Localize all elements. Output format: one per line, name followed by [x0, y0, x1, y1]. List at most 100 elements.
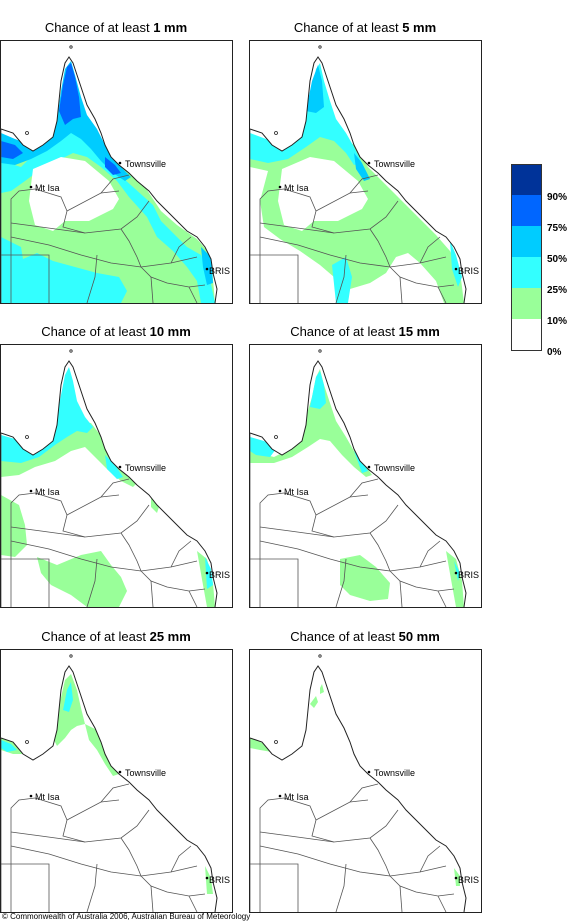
rainfall-probability-fills [1, 367, 215, 607]
rainfall-map: Townsville Mt Isa BRIS [0, 649, 233, 913]
region-border [120, 228, 142, 268]
title-amount: 50 mm [398, 629, 440, 644]
probability-area [306, 65, 324, 113]
region-border [66, 494, 120, 516]
probability-area [454, 561, 460, 581]
island [25, 435, 29, 439]
probability-area [1, 740, 17, 752]
rainfall-map: Townsville Mt Isa BRIS [249, 344, 482, 608]
panel-title: Chance of at least 50 mm [249, 628, 481, 646]
island [69, 654, 73, 658]
title-prefix: Chance of at least [290, 324, 399, 339]
region-border [259, 492, 285, 607]
region-border [188, 895, 198, 912]
panel-title: Chance of at least 25 mm [0, 628, 232, 646]
probability-area [105, 455, 123, 479]
region-border [369, 532, 391, 572]
probability-area [250, 736, 280, 752]
probability-area [310, 696, 318, 708]
region-border [150, 580, 154, 607]
town-marker [367, 465, 371, 469]
region-border [100, 174, 130, 194]
region-border [419, 845, 441, 873]
probability-area [446, 551, 464, 607]
rainfall-map: Townsville Mt Isa BRIS [249, 40, 482, 304]
probability-area [1, 367, 93, 463]
region-border [170, 845, 192, 873]
region-border [283, 797, 399, 843]
probability-area [1, 237, 127, 303]
town-label-townsville: Townsville [374, 159, 415, 169]
region-border [437, 590, 447, 607]
region-border [86, 254, 98, 303]
probability-area [332, 257, 352, 303]
region-borders [1, 783, 206, 912]
probability-area [1, 141, 23, 159]
town-marker [29, 794, 33, 798]
region-border [389, 570, 455, 592]
region-border [335, 863, 347, 912]
region-border [140, 266, 206, 288]
region-borders [250, 174, 455, 303]
region-border [250, 558, 299, 607]
probability-area [205, 866, 213, 894]
copyright-notice: © Commonwealth of Australia 2006, Austra… [2, 912, 251, 921]
region-border [10, 831, 86, 843]
region-borders [1, 174, 206, 303]
region-border [399, 580, 403, 607]
town-marker [29, 185, 33, 189]
legend-swatch-10-25 [511, 288, 542, 319]
region-border [10, 526, 86, 538]
legend-swatch-25-50 [511, 257, 542, 288]
probability-area [1, 495, 27, 557]
probability-area [450, 241, 462, 287]
town-marker [278, 185, 282, 189]
town-marker [278, 489, 282, 493]
region-border [86, 558, 98, 607]
probability-area [197, 551, 215, 607]
town-label-brisbane: BRIS [209, 266, 230, 276]
rainfall-probability-fills [1, 61, 215, 303]
town-marker [205, 571, 209, 575]
rainfall-map: Townsville Mt Isa BRIS [249, 649, 482, 913]
region-border [259, 222, 335, 234]
rainfall-probability-fills [1, 674, 213, 894]
town-label-mt_isa: Mt Isa [35, 183, 60, 193]
town-label-brisbane: BRIS [458, 875, 479, 885]
region-border [283, 492, 399, 538]
title-prefix: Chance of at least [41, 324, 150, 339]
title-amount: 5 mm [402, 20, 437, 35]
coastline [250, 360, 467, 607]
region-border [140, 570, 206, 592]
panel-title: Chance of at least 5 mm [249, 19, 481, 37]
town-label-mt_isa: Mt Isa [284, 792, 309, 802]
town-marker [367, 161, 371, 165]
region-border [259, 526, 335, 538]
town-marker [118, 465, 122, 469]
island [318, 654, 322, 658]
title-amount: 25 mm [149, 629, 191, 644]
region-border [437, 286, 447, 303]
region-border [259, 831, 335, 843]
title-amount: 15 mm [398, 324, 440, 339]
island [274, 435, 278, 439]
coastline [250, 56, 467, 303]
region-border [120, 532, 142, 572]
region-border [170, 540, 192, 568]
town-marker [118, 770, 122, 774]
legend-label: 75% [547, 223, 568, 234]
probability-area [151, 497, 159, 513]
region-border [86, 863, 98, 912]
region-border [335, 558, 347, 607]
region-border [1, 254, 50, 303]
region-border [369, 228, 391, 268]
legend-swatch-75-90 [511, 195, 542, 226]
probability-area [354, 153, 370, 181]
title-amount: 1 mm [153, 20, 188, 35]
coastline [1, 665, 218, 912]
region-border [150, 276, 154, 303]
region-border [10, 492, 36, 607]
legend-label: 10% [547, 316, 568, 327]
town-marker [454, 876, 458, 880]
region-border [389, 266, 455, 288]
